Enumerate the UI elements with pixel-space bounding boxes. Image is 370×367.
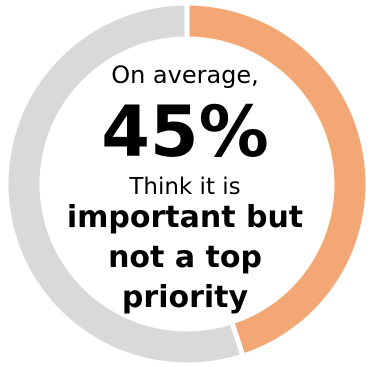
donut-slices bbox=[3, 0, 370, 367]
donut-slice-1 bbox=[184, 0, 370, 360]
center-intro-text: On average, bbox=[111, 61, 259, 89]
center-description-text: Think it is bbox=[129, 174, 241, 200]
center-percentage-value: 45% bbox=[101, 91, 269, 173]
donut-slice-2 bbox=[3, 0, 247, 367]
center-emphasis-text: important but not a top priority bbox=[66, 200, 304, 315]
